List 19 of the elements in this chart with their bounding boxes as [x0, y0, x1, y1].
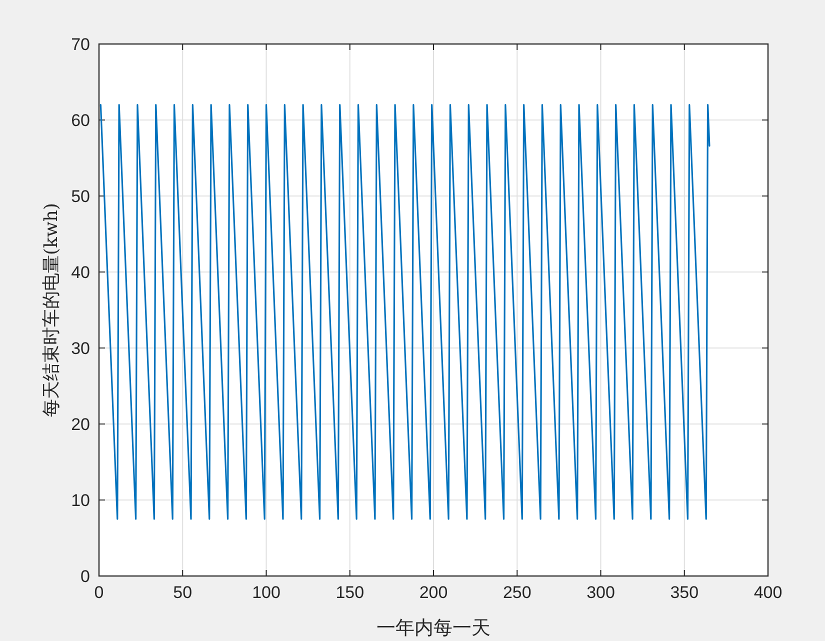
x-tick-label: 300 — [586, 583, 615, 602]
x-tick-label: 250 — [502, 583, 532, 602]
y-tick-label: 20 — [71, 415, 90, 434]
y-tick-label: 50 — [71, 187, 90, 206]
x-axis-title: 一年内每一天 — [376, 617, 490, 639]
x-tick-label: 200 — [419, 583, 448, 602]
y-tick-label: 30 — [71, 339, 90, 358]
x-tick-label: 400 — [754, 583, 782, 602]
y-tick-label: 40 — [71, 263, 90, 282]
y-tick-label: 10 — [71, 491, 90, 510]
x-tick-label: 0 — [94, 583, 104, 602]
x-tick-label: 100 — [252, 583, 280, 602]
y-tick-label: 70 — [71, 35, 90, 54]
x-tick-label: 350 — [670, 583, 699, 602]
y-tick-label: 0 — [80, 567, 90, 586]
x-tick-label: 50 — [173, 583, 192, 602]
y-axis-title: 每天结束时车的电量(kwh) — [41, 203, 62, 417]
x-tick-label: 150 — [336, 583, 364, 602]
y-tick-label: 60 — [71, 111, 90, 130]
